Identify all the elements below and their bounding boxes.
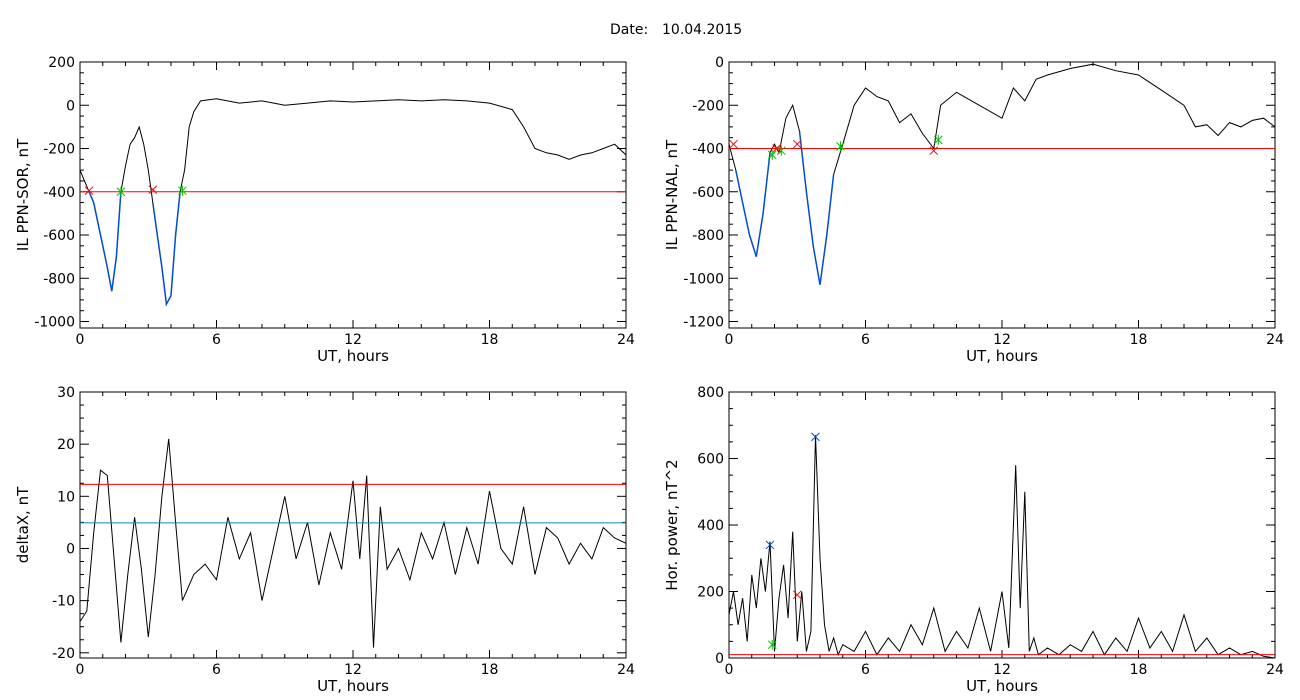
x-tick-label: 18 (1130, 662, 1148, 678)
x-axis-label: UT, hours (966, 347, 1038, 365)
series-line-1 (735, 152, 771, 257)
y-tick-label: 200 (48, 55, 75, 71)
marker-red (792, 590, 802, 600)
series-line-0 (729, 63, 1275, 285)
date-label: Date: (610, 22, 648, 38)
marker-red (772, 144, 782, 153)
y-tick-label: 600 (697, 452, 724, 468)
x-tick-label: 12 (993, 662, 1011, 678)
x-tick-label: 12 (344, 662, 362, 678)
x-tick-label: 0 (725, 662, 734, 678)
y-tick-label: -600 (692, 185, 724, 201)
plot-area (729, 63, 1275, 285)
plot-area (80, 98, 626, 307)
series-line-2 (152, 191, 181, 307)
x-tick-label: 18 (481, 332, 499, 348)
marker-green (836, 141, 845, 152)
marker-red (929, 146, 939, 156)
series-line-1 (88, 191, 122, 292)
x-tick-label: 24 (1266, 662, 1284, 678)
x-tick-label: 0 (76, 662, 85, 678)
y-tick-label: -20 (52, 646, 75, 662)
y-tick-label: 200 (697, 585, 724, 601)
y-tick-label: -600 (43, 228, 75, 244)
y-tick-label: 0 (66, 541, 75, 557)
x-axis-label: UT, hours (966, 677, 1038, 695)
y-tick-label: 0 (715, 55, 724, 71)
marker-green (178, 185, 187, 196)
x-tick-label: 24 (617, 332, 635, 348)
x-tick-label: 6 (212, 332, 221, 348)
y-tick-label: -200 (692, 98, 724, 114)
x-tick-label: 6 (861, 332, 870, 348)
y-tick-label: -800 (692, 228, 724, 244)
y-tick-label: -10 (52, 594, 75, 610)
marker-blue (765, 540, 775, 550)
x-axis-label: UT, hours (317, 347, 389, 365)
series-line-0 (729, 435, 1275, 658)
panel-tr: 0 6 12 18 24 0 -200 -400 -600 -800 -1000 -1200 UT, h… (663, 55, 1284, 365)
marker-red (729, 139, 738, 149)
marker-green (767, 639, 777, 650)
x-axis-label: UT, hours (317, 677, 389, 695)
y-axis-label: Hor. power, nT^2 (663, 459, 681, 590)
y-axis-label: IL PPN-SOR, nT (14, 138, 32, 251)
series-line-2 (798, 131, 835, 285)
x-tick-label: 12 (344, 332, 362, 348)
panel-tl: 0 6 12 18 24 200 0 -200 -400 -600 -800 -1000 UT, hou… (14, 55, 635, 365)
x-tick-label: 18 (1130, 332, 1148, 348)
y-tick-label: 800 (697, 385, 724, 401)
y-tick-label: 0 (715, 651, 724, 667)
plot-frame (79, 391, 627, 659)
x-tick-label: 12 (993, 332, 1011, 348)
y-axis-label: deltaX, nT (14, 486, 32, 563)
y-tick-label: -800 (43, 271, 75, 287)
panel-br: 0 6 12 18 24 800 600 400 200 0 UT, hours Hor. power… (663, 385, 1284, 695)
y-tick-label: 30 (57, 385, 75, 401)
marker-red (84, 186, 94, 196)
marker-green (776, 145, 786, 156)
x-tick-label: 6 (212, 662, 221, 678)
y-tick-label: -1200 (683, 315, 724, 331)
date-value: 10.04.2015 (662, 22, 742, 38)
x-tick-label: 24 (617, 662, 635, 678)
plot-area (729, 432, 1275, 658)
panel-bl: 0 6 12 18 24 30 20 10 0 -10 -20 UT, hours deltaX, nT (14, 385, 635, 695)
marker-green (116, 186, 126, 197)
y-tick-label: -200 (43, 142, 75, 158)
x-tick-label: 24 (1266, 332, 1284, 348)
y-tick-label: 20 (57, 437, 75, 453)
y-tick-label: -1000 (34, 315, 75, 331)
y-tick-label: 400 (697, 518, 724, 534)
y-tick-label: -400 (43, 185, 75, 201)
plot-area (80, 438, 626, 648)
y-tick-label: 10 (57, 489, 75, 505)
marker-red (792, 139, 802, 149)
y-tick-label: 0 (66, 98, 75, 114)
y-axis-label: IL PPN-NAL, nT (663, 139, 681, 250)
x-tick-label: 6 (861, 662, 870, 678)
marker-blue (811, 432, 820, 442)
plot-frame (728, 61, 1276, 329)
x-tick-label: 18 (481, 662, 499, 678)
series-line-0 (80, 438, 626, 648)
y-tick-label: -400 (692, 142, 724, 158)
marker-red (148, 185, 158, 194)
x-tick-label: 0 (725, 332, 734, 348)
y-tick-label: -1000 (683, 271, 724, 287)
marker-green (933, 134, 943, 145)
marker-green (767, 149, 777, 160)
x-tick-label: 0 (76, 332, 85, 348)
